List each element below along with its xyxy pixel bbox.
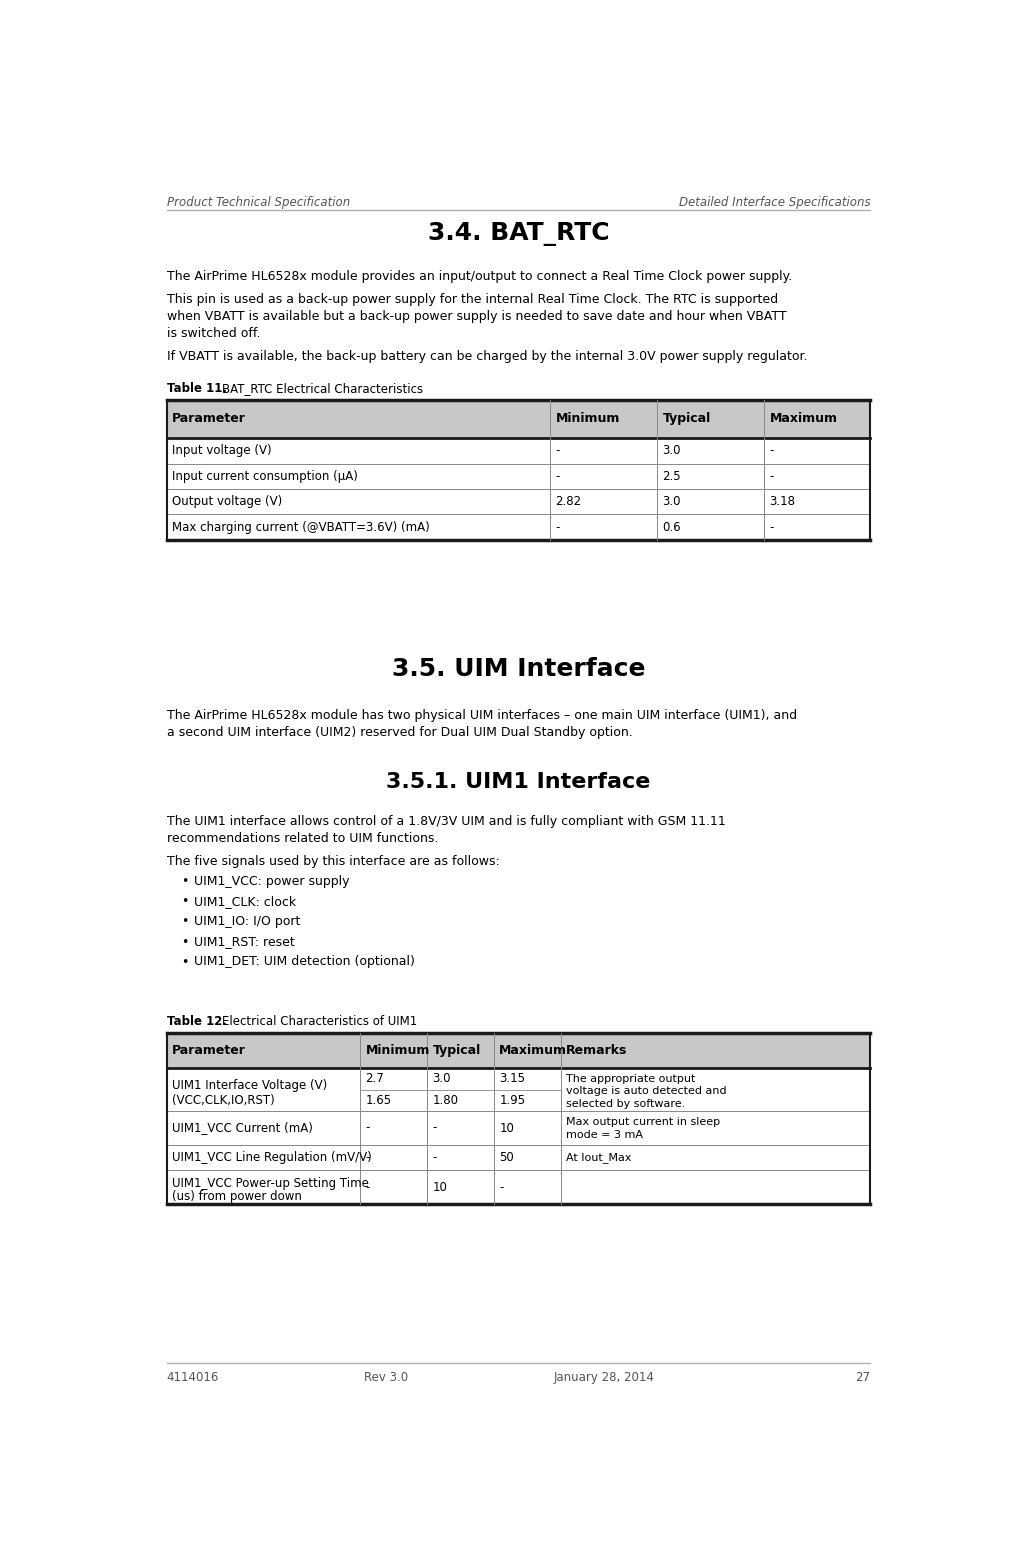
Text: At Iout_Max: At Iout_Max (566, 1152, 632, 1163)
Text: 4114016: 4114016 (167, 1370, 219, 1383)
Text: Maximum: Maximum (499, 1043, 567, 1057)
Text: -: - (556, 521, 560, 533)
Text: -: - (433, 1121, 437, 1135)
Text: Maximum: Maximum (769, 412, 837, 426)
Text: Minimum: Minimum (556, 412, 620, 426)
Text: 50: 50 (499, 1151, 514, 1165)
Text: 3.18: 3.18 (769, 496, 796, 508)
Text: 3.0: 3.0 (433, 1073, 451, 1085)
Bar (167, 399, 870, 438)
Text: •: • (181, 876, 189, 889)
Text: Max charging current (@VBATT=3.6V) (mA): Max charging current (@VBATT=3.6V) (mA) (172, 521, 430, 533)
Text: Parameter: Parameter (172, 412, 246, 426)
Text: Table 11.: Table 11. (167, 382, 226, 394)
Bar (167, 1171, 870, 1204)
Text: UIM1_VCC Current (mA): UIM1_VCC Current (mA) (172, 1121, 313, 1135)
Text: -: - (769, 444, 773, 457)
Text: Minimum: Minimum (366, 1043, 430, 1057)
Text: Remarks: Remarks (566, 1043, 628, 1057)
Text: Max output current in sleep: Max output current in sleep (566, 1118, 720, 1127)
Text: 2.82: 2.82 (556, 496, 581, 508)
Text: 1.95: 1.95 (499, 1094, 526, 1107)
Text: (us) from power down: (us) from power down (172, 1190, 302, 1202)
Bar (167, 1032, 870, 1068)
Text: Table 12.: Table 12. (167, 1015, 226, 1027)
Bar (167, 463, 870, 490)
Text: Output voltage (V): Output voltage (V) (172, 496, 282, 508)
Text: The AirPrime HL6528x module provides an input/output to connect a Real Time Cloc: The AirPrime HL6528x module provides an … (167, 270, 792, 284)
Text: -: - (556, 444, 560, 457)
Text: -: - (366, 1180, 370, 1194)
Text: •: • (181, 895, 189, 909)
Text: (VCC,CLK,IO,RST): (VCC,CLK,IO,RST) (172, 1094, 275, 1107)
Text: UIM1_RST: reset: UIM1_RST: reset (194, 935, 294, 948)
Text: Input voltage (V): Input voltage (V) (172, 444, 272, 457)
Text: 3.5. UIM Interface: 3.5. UIM Interface (392, 656, 645, 681)
Text: BAT_RTC Electrical Characteristics: BAT_RTC Electrical Characteristics (207, 382, 423, 394)
Text: UIM1_CLK: clock: UIM1_CLK: clock (194, 895, 296, 907)
Text: The UIM1 interface allows control of a 1.8V/3V UIM and is fully compliant with G: The UIM1 interface allows control of a 1… (167, 815, 726, 845)
Text: 10: 10 (433, 1180, 447, 1194)
Text: Input current consumption (μA): Input current consumption (μA) (172, 469, 358, 483)
Text: Detailed Interface Specifications: Detailed Interface Specifications (678, 196, 870, 209)
Text: 2.7: 2.7 (366, 1073, 384, 1085)
Text: -: - (499, 1180, 503, 1194)
Text: 0.6: 0.6 (662, 521, 681, 533)
Text: •: • (181, 915, 189, 929)
Text: This pin is used as a back-up power supply for the internal Real Time Clock. The: This pin is used as a back-up power supp… (167, 293, 787, 340)
Text: Typical: Typical (433, 1043, 480, 1057)
Text: 3.0: 3.0 (662, 444, 681, 457)
Text: January 28, 2014: January 28, 2014 (554, 1370, 654, 1383)
Text: UIM1_IO: I/O port: UIM1_IO: I/O port (194, 915, 300, 928)
Bar (167, 1144, 870, 1171)
Text: -: - (366, 1121, 370, 1135)
Text: 3.15: 3.15 (499, 1073, 526, 1085)
Text: 3.5.1. UIM1 Interface: 3.5.1. UIM1 Interface (386, 772, 651, 792)
Text: UIM1_VCC Power-up Setting Time: UIM1_VCC Power-up Setting Time (172, 1177, 369, 1191)
Text: 1.80: 1.80 (433, 1094, 458, 1107)
Text: selected by software.: selected by software. (566, 1099, 685, 1108)
Text: UIM1_VCC: power supply: UIM1_VCC: power supply (194, 875, 349, 887)
Text: mode = 3 mA: mode = 3 mA (566, 1130, 643, 1140)
Text: -: - (366, 1151, 370, 1165)
Bar (167, 1112, 870, 1144)
Text: 1.65: 1.65 (366, 1094, 391, 1107)
Text: 3.0: 3.0 (662, 496, 681, 508)
Text: 3.4. BAT_RTC: 3.4. BAT_RTC (428, 221, 610, 246)
Bar (167, 438, 870, 463)
Text: If VBATT is available, the back-up battery can be charged by the internal 3.0V p: If VBATT is available, the back-up batte… (167, 351, 807, 363)
Text: UIM1 Interface Voltage (V): UIM1 Interface Voltage (V) (172, 1079, 328, 1091)
Text: -: - (433, 1151, 437, 1165)
Text: Rev 3.0: Rev 3.0 (364, 1370, 407, 1383)
Text: -: - (769, 469, 773, 483)
Text: UIM1_VCC Line Regulation (mV/V): UIM1_VCC Line Regulation (mV/V) (172, 1151, 372, 1165)
Bar (167, 490, 870, 514)
Text: 27: 27 (855, 1370, 870, 1383)
Text: Typical: Typical (662, 412, 711, 426)
Bar (167, 514, 870, 539)
Text: voltage is auto detected and: voltage is auto detected and (566, 1087, 727, 1096)
Text: UIM1_DET: UIM detection (optional): UIM1_DET: UIM detection (optional) (194, 954, 415, 968)
Text: Parameter: Parameter (172, 1043, 246, 1057)
Text: The AirPrime HL6528x module has two physical UIM interfaces – one main UIM inter: The AirPrime HL6528x module has two phys… (167, 709, 797, 739)
Text: The five signals used by this interface are as follows:: The five signals used by this interface … (167, 856, 499, 868)
Text: -: - (769, 521, 773, 533)
Text: -: - (556, 469, 560, 483)
Text: 2.5: 2.5 (662, 469, 681, 483)
Text: Product Technical Specification: Product Technical Specification (167, 196, 350, 209)
Text: 10: 10 (499, 1121, 515, 1135)
Text: Electrical Characteristics of UIM1: Electrical Characteristics of UIM1 (207, 1015, 418, 1027)
Text: The appropriate output: The appropriate output (566, 1074, 696, 1084)
Text: •: • (181, 956, 189, 968)
Bar (167, 1068, 870, 1112)
Text: •: • (181, 935, 189, 948)
